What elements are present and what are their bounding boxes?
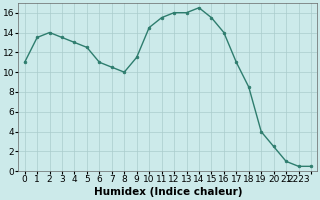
X-axis label: Humidex (Indice chaleur): Humidex (Indice chaleur)	[93, 187, 242, 197]
